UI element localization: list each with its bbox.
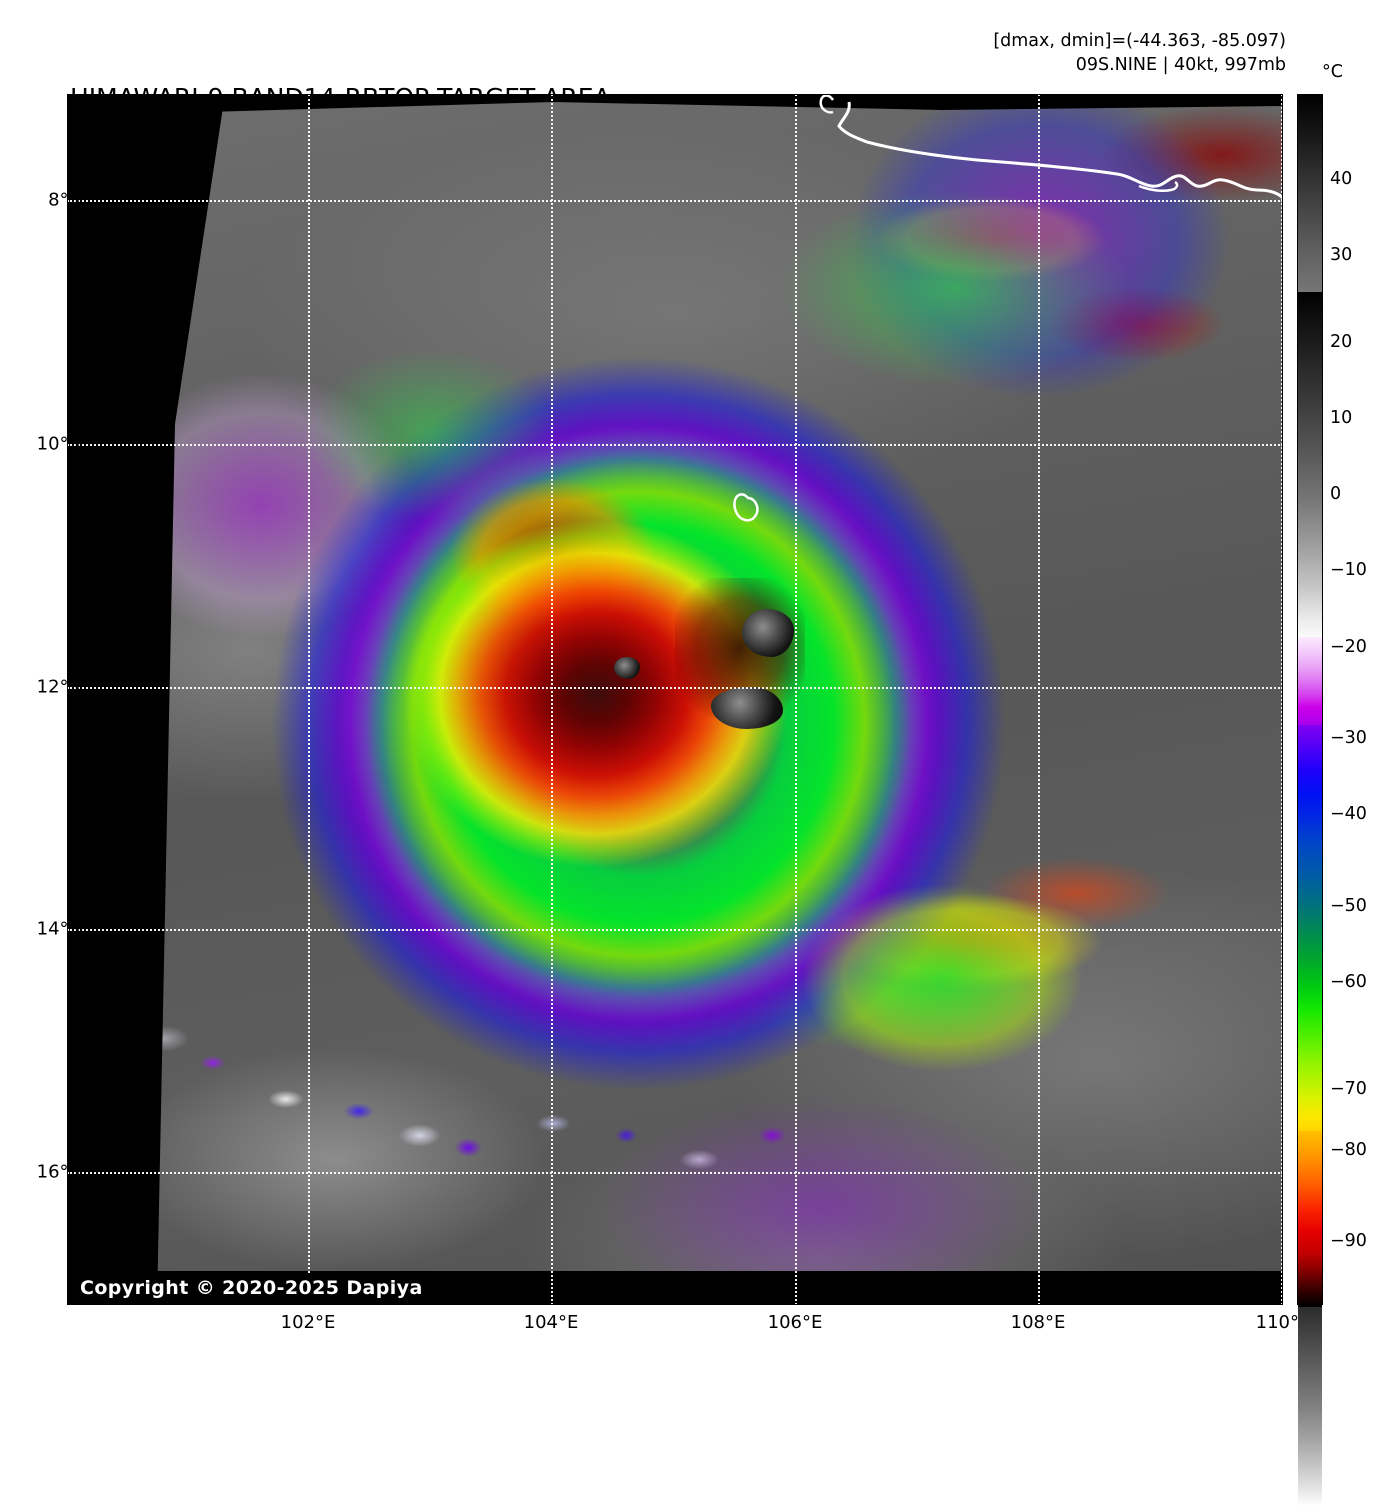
lat-tick-12s: 12°S (36, 676, 80, 698)
overshooting-top-south (711, 687, 784, 730)
cbar-tick-m30: −30 (1330, 728, 1367, 748)
lon-tick-104e: 104°E (523, 1312, 579, 1333)
cbar-tick-m70: −70 (1330, 1079, 1367, 1099)
cbar-seg-main-gray (1298, 292, 1322, 637)
cbar-seg-magenta (1298, 637, 1322, 725)
colorbar-unit-label: °C (1322, 62, 1343, 82)
satellite-image-panel[interactable] (67, 94, 1283, 1305)
overshooting-top-ne (741, 608, 794, 657)
cbar-seg-coldest-gray (1298, 1307, 1322, 1506)
cbar-tick-m60: −60 (1330, 972, 1367, 992)
temperature-colorbar[interactable] (1297, 94, 1323, 1506)
cbar-seg-teal-green (1298, 843, 1322, 1009)
cbar-seg-warm-gray (1298, 95, 1322, 292)
cbar-tick-10: 10 (1330, 408, 1353, 428)
gridline-lat-14 (67, 929, 1283, 931)
gridline-lat-10 (67, 444, 1283, 446)
lat-tick-14s: 14°S (36, 918, 80, 940)
gridline-lon-102 (308, 94, 310, 1305)
gridline-lat-12 (67, 687, 1283, 689)
cbar-tick-m40: −40 (1330, 804, 1367, 824)
storm-info-label: 09S.NINE | 40kt, 997mb (1075, 54, 1286, 75)
cbar-tick-m10: −10 (1330, 560, 1367, 580)
gridline-lat-16 (67, 1172, 1283, 1174)
cbar-tick-20: 20 (1330, 332, 1353, 352)
lon-tick-108e: 108°E (1010, 1312, 1066, 1333)
cbar-tick-m20: −20 (1330, 637, 1367, 657)
metadata-block: [dmax, dmin]=(-44.363, -85.097) 09S.NINE… (993, 30, 1286, 78)
lat-tick-10s: 10°S (36, 433, 80, 455)
cbar-tick-30: 30 (1330, 245, 1353, 265)
dmax-dmin-label: [dmax, dmin]=(-44.363, -85.097) (993, 31, 1286, 51)
cbar-seg-green-yellow (1298, 1009, 1322, 1131)
overshooting-top-west (614, 657, 641, 680)
cbar-tick-0: 0 (1330, 484, 1342, 504)
lon-tick-110e: 110°E (1255, 1312, 1311, 1333)
cbar-tick-m50: −50 (1330, 896, 1367, 916)
cbar-tick-40: 40 (1330, 169, 1353, 189)
coastline-overlay (733, 94, 1283, 522)
cbar-seg-blue (1298, 725, 1322, 843)
lat-tick-8s: 8°S (48, 189, 80, 211)
cbar-seg-orange-red (1298, 1131, 1322, 1253)
gridline-lon-110 (1281, 94, 1283, 1305)
gridline-lon-108 (1038, 94, 1040, 1305)
gridline-lon-106 (795, 94, 797, 1305)
lon-tick-106e: 106°E (767, 1312, 823, 1333)
cbar-tick-m90: −90 (1330, 1231, 1367, 1251)
lat-tick-16s: 16°S (36, 1161, 80, 1183)
cbar-seg-darkred-black (1298, 1253, 1322, 1307)
gridline-lon-104 (551, 94, 553, 1305)
copyright-watermark: Copyright © 2020-2025 Dapiya (70, 1273, 433, 1304)
gridline-lat-8 (67, 200, 1283, 202)
lon-tick-102e: 102°E (280, 1312, 336, 1333)
cbar-tick-m80: −80 (1330, 1140, 1367, 1160)
